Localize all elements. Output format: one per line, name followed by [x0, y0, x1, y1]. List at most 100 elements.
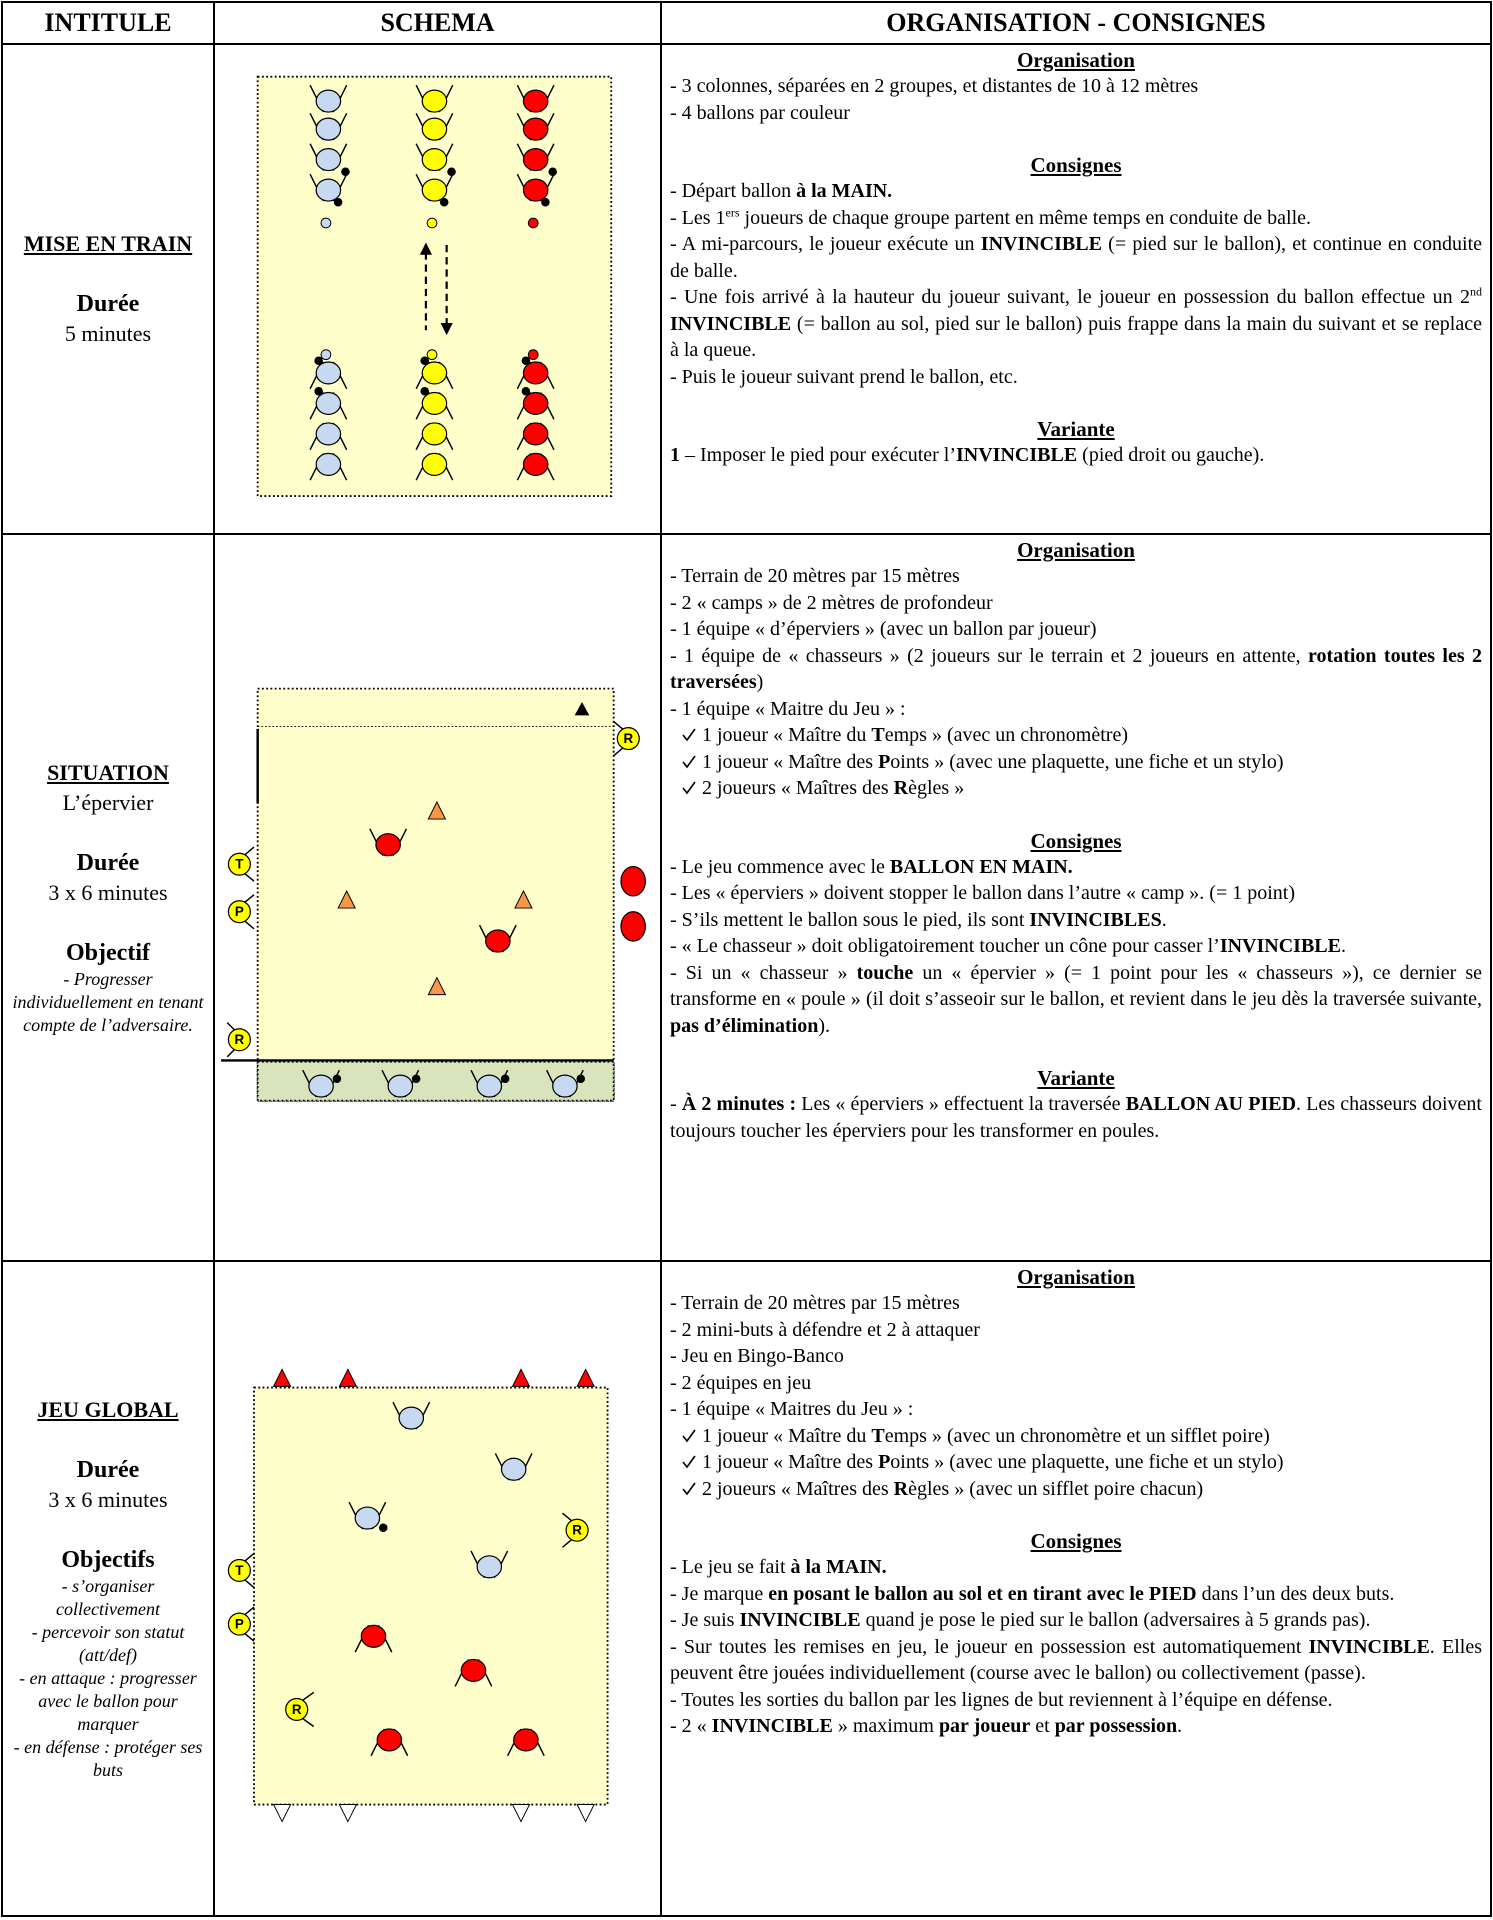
- row: JEU GLOBAL Durée 3 x 6 minutes Objectifs - s…: [1, 1260, 1492, 1917]
- text-run: (pied droit ou gauche).: [1077, 444, 1265, 466]
- item: - 4 ballons par couleur: [670, 100, 1482, 127]
- ball: [341, 167, 350, 177]
- text-run: 1 joueur « Maître des: [702, 1451, 879, 1473]
- player-body: [387, 1074, 414, 1098]
- player: [302, 1069, 342, 1098]
- ball: [320, 217, 332, 229]
- item: - Je suis INVINCIBLE quand je pose le pi…: [670, 1607, 1482, 1634]
- text-run: 1 joueur « Maître du: [702, 1424, 872, 1447]
- text-run: ).: [818, 1014, 831, 1037]
- player-body: [522, 178, 549, 202]
- schema: T P R R: [227, 1368, 609, 1823]
- objective: - en attaque : progresser avec le ballon…: [19, 1668, 197, 1734]
- objective: - percevoir son statut (att/def): [31, 1622, 185, 1665]
- ball: [576, 1074, 586, 1084]
- player: [516, 356, 555, 390]
- section: Variante - À 2 minutes : Les « éperviers …: [670, 1065, 1482, 1144]
- badge-circle: [227, 1612, 251, 1636]
- cone: [511, 1368, 531, 1387]
- text-run: - Je marque: [670, 1582, 769, 1605]
- player-body: [315, 178, 342, 202]
- content-cell: Organisation - Terrain de 20 mètres par 1…: [660, 533, 1492, 1262]
- text-run: - 1 équipe « d’éperviers » (avec un ball…: [670, 618, 1097, 640]
- cone: [272, 1368, 292, 1387]
- section-heading: Variante: [1037, 417, 1115, 441]
- player-body: [308, 1074, 334, 1098]
- text-run: » maximum: [832, 1715, 939, 1737]
- role-badge: P: [227, 1606, 255, 1642]
- bold-run: INVINCIBLE: [980, 233, 1102, 255]
- check-icon: [682, 781, 696, 795]
- ball: [500, 1074, 510, 1084]
- badge-circle: [227, 1558, 251, 1583]
- bold-run: à la MAIN.: [796, 180, 893, 202]
- cone: [337, 889, 356, 909]
- ball: [420, 386, 429, 396]
- section: Consignes - Le jeu se fait à la MAIN. - Je…: [670, 1528, 1482, 1740]
- bold-run: à la MAIN.: [790, 1556, 887, 1578]
- arrow-head: [440, 322, 453, 336]
- player: [415, 143, 456, 177]
- objective: - en défense : protéger ses buts: [13, 1737, 203, 1780]
- role-badge: T: [227, 846, 255, 882]
- schema: T P R R: [221, 687, 646, 1102]
- player: [381, 1069, 421, 1098]
- text-run: .: [1161, 908, 1167, 931]
- objective: - s’organiser collectivement: [56, 1576, 160, 1619]
- title: SITUATION: [47, 760, 169, 785]
- player-body: [354, 1506, 381, 1530]
- player: [415, 173, 454, 207]
- text-run: un « épervier » (= 1 point pour les « ch…: [670, 961, 1482, 1011]
- ball: [333, 198, 343, 207]
- bold-run: en posant le ballon au sol et en tirant …: [768, 1582, 1197, 1605]
- cone: [338, 1804, 358, 1823]
- check-item: 1 joueur « Maître des Points » (avec une…: [670, 749, 1482, 776]
- item: - S’ils mettent le ballon sous le pied, …: [670, 907, 1482, 934]
- text-run: - Je suis: [670, 1609, 740, 1631]
- text-run: et: [1030, 1715, 1055, 1737]
- ball: [332, 1074, 342, 1084]
- ball: [527, 217, 539, 229]
- arrow-head: [419, 242, 433, 255]
- item: - 1 équipe « Maitres du Jeu » :: [670, 1396, 1482, 1423]
- player: [309, 173, 348, 207]
- item: - Terrain de 20 mètres par 15 mètres: [670, 563, 1482, 590]
- bold-run: INVINCIBLE: [1219, 935, 1341, 957]
- ball: [320, 349, 332, 361]
- text-run: - 4 ballons par couleur: [670, 101, 850, 124]
- duration-label: Durée: [76, 1457, 140, 1483]
- check-item: 2 joueurs « Maîtres des Règles »: [670, 775, 1482, 802]
- cone: [576, 1368, 595, 1387]
- player-body: [421, 452, 448, 476]
- player-body: [360, 1624, 387, 1648]
- player-body: [522, 391, 549, 416]
- check-mark: [682, 781, 696, 795]
- text-run: .: [1340, 935, 1346, 957]
- duration-label: Durée: [76, 291, 140, 317]
- text-run: - Les « éperviers » doivent stopper le b…: [670, 882, 1295, 904]
- player-body: [620, 911, 646, 942]
- player: [309, 112, 348, 141]
- bold-run: rotation toutes les 2 traversées: [670, 644, 1483, 694]
- player-body: [421, 178, 448, 202]
- bold-run: T: [871, 1424, 885, 1447]
- text-run: - 1 équipe de « chasseurs » (2 joueurs s…: [670, 644, 1309, 667]
- text-run: - Puis le joueur suivant prend le ballon…: [670, 365, 1018, 388]
- row: SITUATION L’épervier Durée 3 x 6 minutes Obj…: [1, 533, 1492, 1262]
- section: Organisation - 3 colonnes, séparées en 2 …: [670, 47, 1482, 126]
- player-body: [522, 89, 549, 113]
- item: - Les 1ers joueurs de chaque groupe part…: [670, 205, 1482, 232]
- bold-run: P: [878, 750, 891, 773]
- check-mark: [682, 1455, 696, 1469]
- player-body: [421, 117, 448, 141]
- player: [454, 1658, 493, 1687]
- player-body: [476, 1074, 503, 1098]
- player: [415, 422, 454, 451]
- check-mark: [682, 755, 696, 768]
- header-cell: SCHEMA: [213, 1, 662, 45]
- text-run: - 2 « camps » de 2 mètres de profondeur: [670, 591, 993, 614]
- player-body: [460, 1658, 487, 1683]
- superscript: ers: [725, 204, 740, 219]
- ball: [426, 349, 438, 361]
- player: [309, 143, 350, 177]
